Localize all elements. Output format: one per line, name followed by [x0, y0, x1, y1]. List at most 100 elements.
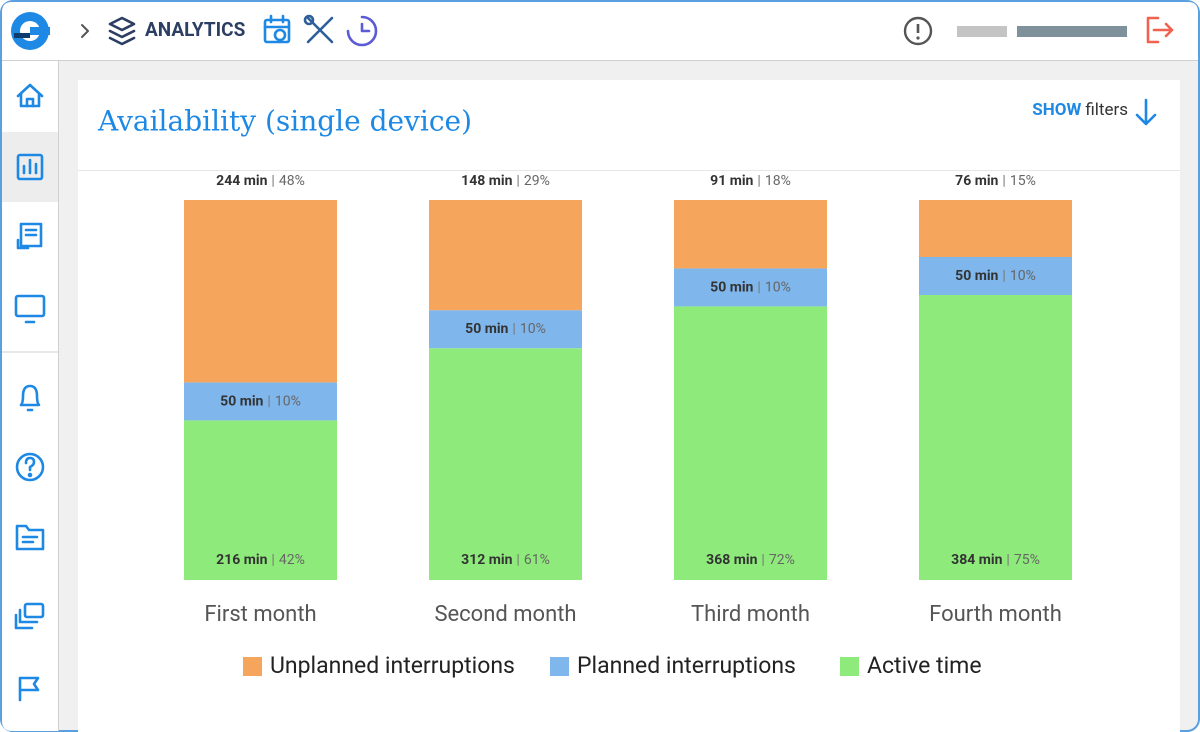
- value-label: 148 min | 29%: [461, 173, 550, 189]
- label-separator: |: [267, 393, 270, 409]
- x-tick-label: First month: [204, 602, 316, 627]
- folder-icon[interactable]: [15, 524, 45, 551]
- minutes-label: 50 min: [710, 279, 753, 295]
- label-separator: |: [516, 552, 519, 568]
- bar-segment: [429, 200, 582, 311]
- label-separator: |: [761, 552, 764, 568]
- percent-label: 48%: [279, 173, 305, 189]
- tools-icon[interactable]: [303, 14, 334, 44]
- value-label: 91 min | 18%: [710, 173, 791, 189]
- value-label: 50 min | 10%: [710, 279, 791, 295]
- label-separator: |: [271, 173, 274, 189]
- sidebar: [2, 61, 58, 731]
- analytics-icon[interactable]: [16, 153, 44, 181]
- bar-segment: [429, 310, 582, 349]
- section-title: ANALYTICS: [145, 18, 246, 41]
- legend-label: Active time: [867, 652, 982, 679]
- monitor-icon[interactable]: [14, 294, 46, 324]
- home-icon[interactable]: [16, 83, 44, 108]
- chart-title: Availability (single device): [97, 105, 472, 138]
- bar-segment: [184, 200, 337, 383]
- value-label: 76 min | 15%: [955, 173, 1036, 189]
- percent-label: 61%: [524, 552, 550, 568]
- percent-label: 18%: [765, 173, 791, 189]
- logo[interactable]: [11, 12, 50, 50]
- minutes-label: 368 min: [706, 552, 757, 568]
- bar-segment: [919, 257, 1072, 295]
- bar-segment: [184, 420, 337, 580]
- label-separator: |: [1006, 552, 1009, 568]
- help-icon[interactable]: [15, 452, 45, 482]
- bar-segment: [184, 382, 337, 421]
- x-tick-label: Fourth month: [929, 602, 1062, 627]
- label-separator: |: [512, 321, 515, 337]
- legend-swatch: [840, 657, 859, 676]
- percent-label: 42%: [279, 552, 305, 568]
- minutes-label: 312 min: [461, 552, 512, 568]
- percent-label: 15%: [1010, 173, 1036, 189]
- percent-label: 72%: [769, 552, 795, 568]
- bell-icon[interactable]: [19, 384, 41, 412]
- legend-label: Unplanned interruptions: [270, 652, 515, 679]
- percent-label: 10%: [520, 321, 546, 337]
- legend-label: Planned interruptions: [577, 652, 796, 679]
- top-bar: [2, 2, 1198, 60]
- bar-segment: [674, 268, 827, 307]
- minutes-label: 148 min: [461, 173, 512, 189]
- value-label: 50 min | 10%: [955, 268, 1036, 284]
- filters-arrow[interactable]: [1135, 98, 1157, 126]
- filters-toggle[interactable]: SHOW filters: [1032, 100, 1128, 120]
- legend-swatch: [243, 657, 262, 676]
- logout-icon[interactable]: [1146, 16, 1174, 44]
- clock-icon[interactable]: [346, 15, 378, 47]
- percent-label: 10%: [765, 279, 791, 295]
- x-tick-label: Second month: [434, 602, 576, 627]
- value-label: 368 min | 72%: [706, 552, 795, 568]
- bar-segment: [919, 200, 1072, 257]
- breadcrumb-chevron: [81, 24, 89, 38]
- report-icon[interactable]: [16, 222, 43, 250]
- bar-segment: [674, 200, 827, 269]
- bar-segment: [674, 306, 827, 580]
- value-label: 50 min | 10%: [220, 393, 301, 409]
- layers-icon: [108, 16, 136, 46]
- label-separator: |: [757, 173, 760, 189]
- label-separator: |: [516, 173, 519, 189]
- percent-label: 10%: [1010, 268, 1036, 284]
- minutes-label: 76 min: [955, 173, 998, 189]
- label-separator: |: [1002, 268, 1005, 284]
- org-placeholder: [1017, 26, 1127, 37]
- plot: 216 min | 42%50 min | 10%244 min | 48%First mo…: [184, 173, 1072, 679]
- layers-nav-icon[interactable]: [14, 602, 45, 630]
- minutes-label: 216 min: [216, 552, 267, 568]
- minutes-label: 50 min: [220, 393, 263, 409]
- filters-show[interactable]: SHOW: [1032, 100, 1081, 120]
- minutes-label: 50 min: [465, 321, 508, 337]
- label-separator: |: [757, 279, 760, 295]
- value-label: 216 min | 42%: [216, 552, 305, 568]
- minutes-label: 50 min: [955, 268, 998, 284]
- x-tick-label: Third month: [691, 602, 810, 627]
- percent-label: 75%: [1014, 552, 1040, 568]
- value-label: 312 min | 61%: [461, 552, 550, 568]
- bar-segment: [429, 348, 582, 580]
- value-label: 50 min | 10%: [465, 321, 546, 337]
- legend-swatch: [550, 657, 569, 676]
- minutes-label: 91 min: [710, 173, 753, 189]
- value-label: 244 min | 48%: [216, 173, 305, 189]
- alert-icon[interactable]: [903, 16, 933, 46]
- user-placeholder: [957, 26, 1007, 37]
- filters-label[interactable]: filters: [1085, 100, 1128, 120]
- percent-label: 29%: [524, 173, 550, 189]
- percent-label: 10%: [275, 393, 301, 409]
- flag-icon[interactable]: [18, 676, 40, 702]
- calendar-icon[interactable]: [263, 14, 291, 44]
- minutes-label: 244 min: [216, 173, 267, 189]
- label-separator: |: [271, 552, 274, 568]
- minutes-label: 384 min: [951, 552, 1002, 568]
- label-separator: |: [1002, 173, 1005, 189]
- bar-segment: [919, 295, 1072, 580]
- value-label: 384 min | 75%: [951, 552, 1040, 568]
